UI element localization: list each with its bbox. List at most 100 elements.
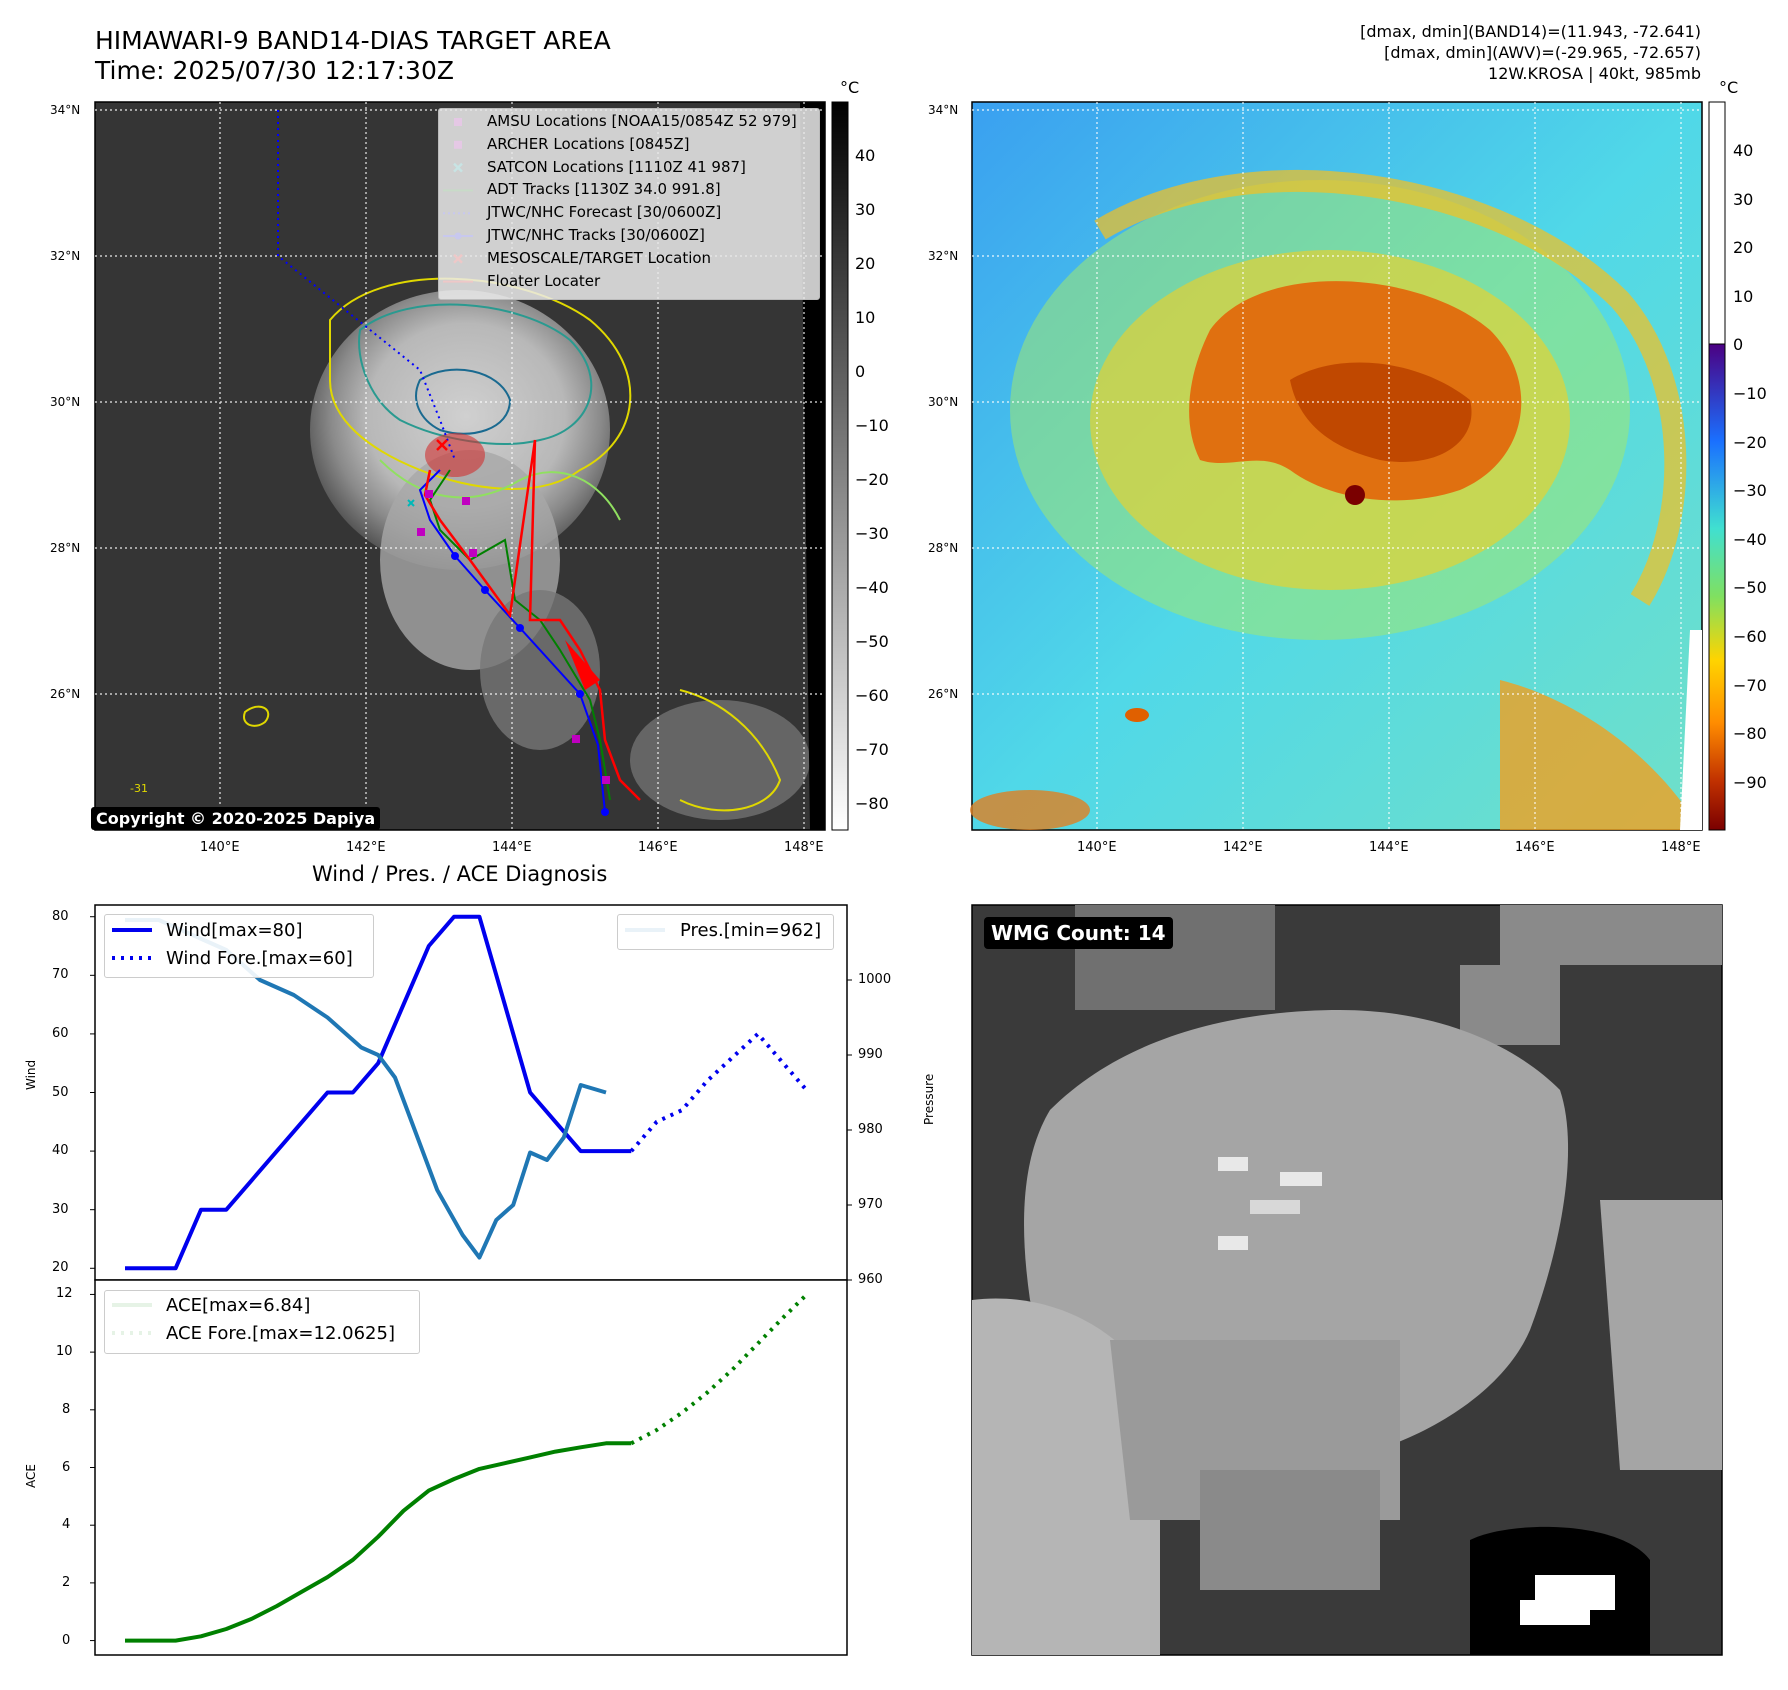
ace-y-ticks	[90, 1293, 95, 1642]
lon-label: 146°E	[1515, 840, 1555, 855]
lon-label: 142°E	[346, 840, 386, 855]
colorbar-tick-label: −20	[855, 470, 889, 489]
contour-label: -31	[130, 782, 148, 795]
colorbar-tick-label: 40	[1733, 141, 1754, 160]
colorbar-tick-label: −90	[1733, 772, 1767, 792]
colorbar-tick-label: −70	[855, 740, 889, 759]
wmg-count-badge: WMG Count: 14	[984, 917, 1173, 949]
legend-entry: Floater Locater	[487, 271, 601, 290]
diagnosis-title: Wind / Pres. / ACE Diagnosis	[312, 862, 608, 886]
ace-tick-label: 12	[56, 1286, 73, 1302]
legend-ace: ACE[max=6.84]	[166, 1295, 311, 1316]
wmg-panel	[971, 904, 1723, 1656]
pressure-tick-label: 970	[858, 1197, 883, 1212]
wind-tick-label: 80	[52, 908, 69, 924]
lat-label: 30°N	[50, 395, 81, 409]
legend-entry: MESOSCALE/TARGET Location	[487, 248, 712, 267]
lat-label: 32°N	[928, 249, 959, 263]
pressure-y-ticks	[847, 979, 852, 1281]
colorbar-tick-label: 10	[855, 308, 876, 327]
ace-tick-label: 4	[62, 1517, 71, 1533]
colorbar-tick-label: 20	[855, 254, 876, 273]
colorbar-tick-label: −50	[1733, 578, 1767, 598]
colorbar-tick-label: −60	[855, 686, 889, 705]
band14-range: [dmax, dmin](BAND14)=(11.943, -72.641)	[1360, 22, 1701, 41]
colorbar-tick-label: 30	[855, 200, 876, 219]
wind-tick-label: 70	[52, 967, 69, 983]
lon-label: 148°E	[784, 840, 824, 855]
ace-tick-label: 6	[62, 1459, 71, 1475]
colorbar-tick-label: −80	[1733, 724, 1767, 744]
ace-tick-label: 8	[62, 1401, 71, 1417]
lon-label: 144°E	[1369, 840, 1409, 855]
legend-entry: ADT Tracks [1130Z 34.0 991.8]	[487, 180, 721, 199]
legend-entry: SATCON Locations [1110Z 41 987]	[487, 157, 746, 176]
lat-label: 34°N	[50, 103, 81, 117]
pressure-axis-label: Pressure	[922, 1073, 936, 1125]
lon-label: 140°E	[200, 840, 240, 855]
lon-label: 148°E	[1661, 840, 1701, 855]
lon-label: 140°E	[1077, 840, 1117, 855]
series-line	[125, 1441, 632, 1643]
colorbar-tick-label: 30	[1733, 189, 1754, 209]
awv-range: [dmax, dmin](AWV)=(-29.965, -72.657)	[1384, 43, 1701, 62]
series-line	[125, 914, 632, 1271]
wind-tick-label: 50	[52, 1084, 69, 1100]
colorbar-tick-label: −60	[1733, 627, 1767, 646]
colorbar-tick-label: −10	[855, 416, 889, 435]
legend-entry: JTWC/NHC Tracks [30/0600Z]	[487, 226, 705, 244]
colorbar-tick-label: 0	[1733, 335, 1744, 355]
series-line	[630, 1291, 810, 1446]
colorbar-tick-label: −10	[1733, 384, 1767, 403]
colorbar-tick-label: 20	[1733, 238, 1754, 258]
ace-tick-label: 0	[62, 1632, 71, 1648]
lat-label: 26°N	[928, 687, 959, 701]
colorbar-tick-label: −30	[855, 524, 889, 543]
storm-info: 12W.KROSA | 40kt, 985mb	[1488, 64, 1701, 83]
legend-wind: Wind[max=80]	[166, 920, 303, 941]
lon-label: 146°E	[638, 840, 678, 855]
colorbar-tick-label: 40	[855, 146, 876, 165]
colorbar-unit: °C	[840, 78, 860, 97]
wind-axis-label: Wind	[24, 1059, 38, 1090]
colorbar-tick-label: −70	[1733, 675, 1767, 695]
legend-entry: ARCHER Locations [0845Z]	[487, 134, 690, 153]
colorbar-tick-label: −50	[855, 632, 889, 651]
pressure-tick-label: 990	[858, 1047, 883, 1062]
awv-map-panel	[970, 101, 1726, 831]
pressure-tick-label: 1000	[858, 972, 892, 987]
lat-label: 32°N	[50, 249, 81, 263]
wind-tick-label: 60	[52, 1025, 69, 1041]
ace-legend	[104, 1290, 420, 1354]
wind-tick-label: 30	[52, 1201, 69, 1217]
figure-time: Time: 2025/07/30 12:17:30Z	[95, 56, 454, 85]
lat-label: 26°N	[50, 687, 81, 701]
copyright-badge: Copyright © 2020-2025 Dapiya	[91, 807, 381, 830]
ace-series	[125, 1291, 810, 1643]
wind-y-ticks	[90, 916, 95, 1269]
wind-tick-label: 40	[52, 1143, 69, 1159]
colorbar-tick-label: −40	[1733, 529, 1767, 549]
wind-legend	[104, 914, 374, 978]
ace-tick-label: 2	[62, 1574, 71, 1590]
lon-label: 144°E	[492, 840, 532, 855]
lat-label: 28°N	[928, 541, 959, 555]
pressure-tick-label: 980	[858, 1122, 883, 1137]
colorbar-tick-label: −40	[855, 578, 889, 597]
map-legend	[438, 108, 820, 300]
lat-label: 28°N	[50, 541, 81, 555]
pressure-legend	[617, 914, 834, 950]
pressure-tick-label: 960	[858, 1272, 883, 1287]
legend-ace-fore: ACE Fore.[max=12.0625]	[166, 1323, 395, 1344]
lon-label: 142°E	[1223, 840, 1263, 855]
colorbar-tick-label: 10	[1733, 286, 1754, 306]
colorbar-unit: °C	[1719, 78, 1739, 97]
wind-tick-label: 20	[52, 1260, 69, 1276]
colorbar-tick-label: −20	[1733, 432, 1767, 452]
colorbar-tick-label: −80	[855, 794, 889, 813]
legend-entry: AMSU Locations [NOAA15/0854Z 52 979]	[487, 112, 797, 130]
colorbar-tick-label: −30	[1733, 481, 1767, 501]
legend-wind-fore: Wind Fore.[max=60]	[166, 948, 353, 969]
legend-pres: Pres.[min=962]	[680, 920, 822, 941]
